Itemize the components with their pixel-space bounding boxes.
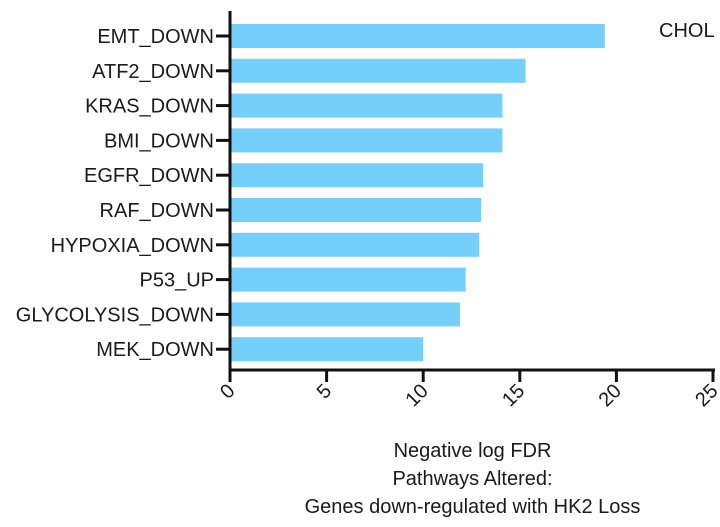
bar-mek-down xyxy=(230,337,424,362)
x-tick-label-5: 5 xyxy=(313,380,336,403)
bars-group xyxy=(230,24,605,362)
category-label-egfr-down: EGFR_DOWN xyxy=(84,165,214,187)
bar-egfr-down xyxy=(230,163,484,188)
y-ticks xyxy=(216,34,230,351)
bar-atf2-down xyxy=(230,58,526,83)
x-tick-labels: 0 5 10 15 20 25 xyxy=(216,380,720,411)
category-label-mek-down: MEK_DOWN xyxy=(96,339,214,361)
x-tick-label-0: 0 xyxy=(216,380,239,403)
caption-line-1: Pathways Altered: xyxy=(392,468,553,490)
bar-emt-down xyxy=(230,24,605,48)
category-label-raf-down: RAF_DOWN xyxy=(100,200,214,222)
x-tick-label-25: 25 xyxy=(691,380,720,411)
category-label-kras-down: KRAS_DOWN xyxy=(85,96,214,118)
x-tick-label-10: 10 xyxy=(401,380,432,411)
x-tick-label-15: 15 xyxy=(498,380,529,411)
bar-bmi-down xyxy=(230,128,503,153)
bar-kras-down xyxy=(230,93,503,118)
bar-p53-up xyxy=(230,267,466,292)
caption-line-2: Genes down-regulated with HK2 Loss xyxy=(304,496,641,518)
category-labels: EMT_DOWN ATF2_DOWN KRAS_DOWN BMI_DOWN EGFR_D… xyxy=(16,26,214,361)
bar-hypoxia-down xyxy=(230,232,480,257)
x-axis-label: Negative log FDR xyxy=(393,440,552,462)
x-ticks xyxy=(228,370,715,382)
chart-annotation: CHOL xyxy=(659,20,715,42)
x-tick-label-20: 20 xyxy=(595,380,626,411)
bar-raf-down xyxy=(230,198,482,222)
category-label-bmi-down: BMI_DOWN xyxy=(104,130,214,152)
bar-glycolysis-down xyxy=(230,302,460,327)
category-label-hypoxia-down: HYPOXIA_DOWN xyxy=(51,235,214,257)
category-label-p53-up: P53_UP xyxy=(140,270,215,292)
category-label-emt-down: EMT_DOWN xyxy=(97,26,214,48)
category-label-atf2-down: ATF2_DOWN xyxy=(92,61,214,83)
category-label-glycolysis-down: GLYCOLYSIS_DOWN xyxy=(16,304,214,326)
